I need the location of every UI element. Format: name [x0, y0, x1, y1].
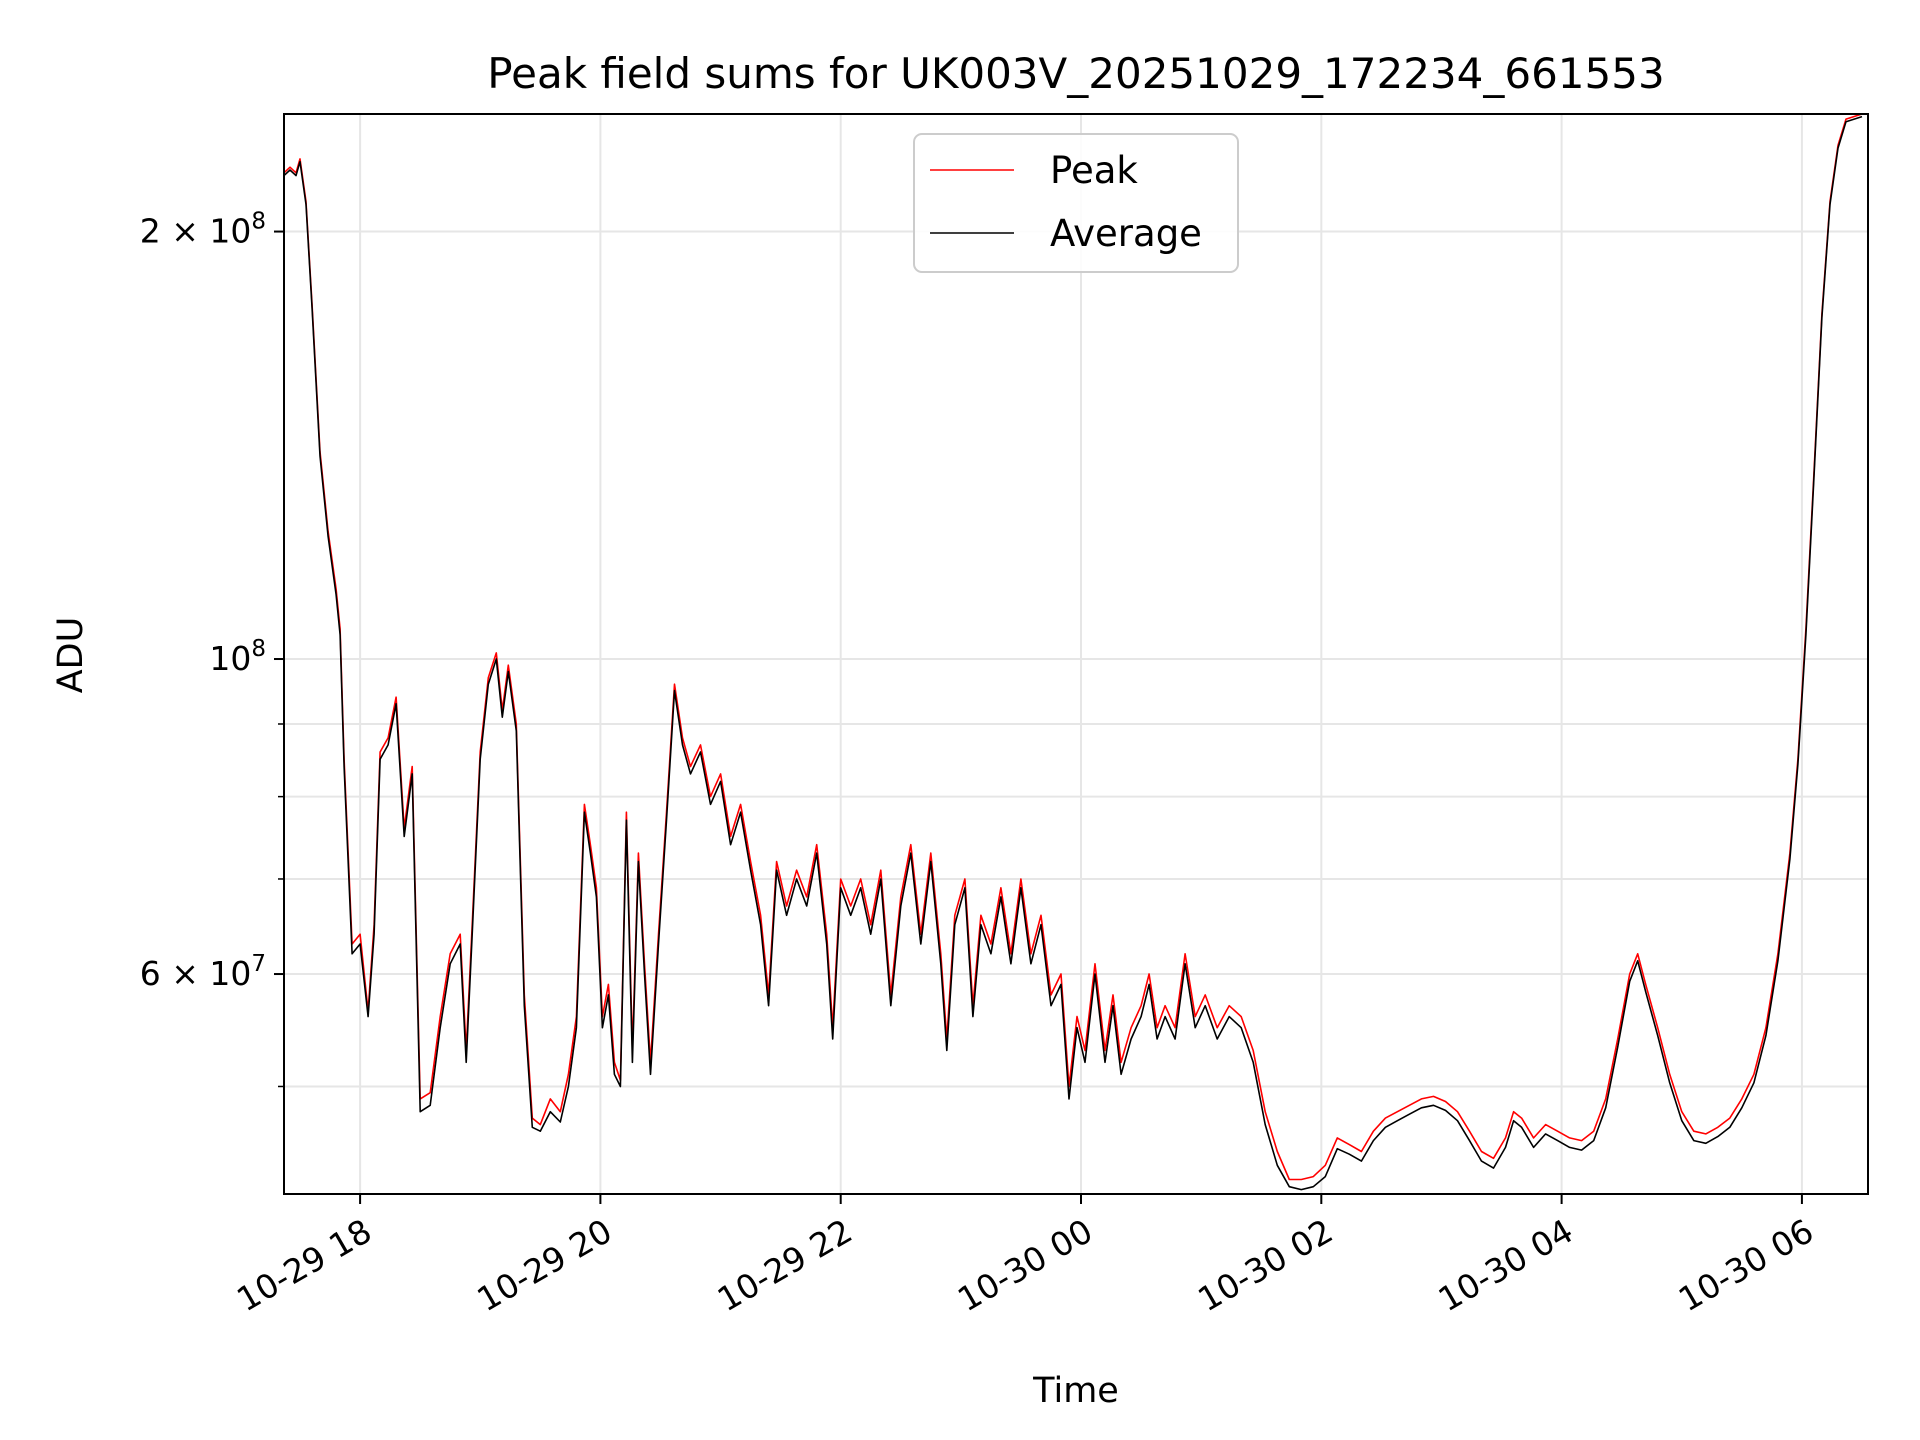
y-tick-label: 6 × 107	[140, 951, 266, 993]
plot-frame	[283, 113, 1869, 1195]
legend-box	[913, 133, 1239, 273]
y-tick-label: 108	[209, 636, 266, 678]
x-axis-label: Time	[1032, 1371, 1119, 1411]
legend-label-average: Average	[1050, 212, 1202, 255]
y-axis-label: ADU	[51, 617, 91, 694]
series-line-peak	[284, 114, 1863, 1181]
chart-title: Peak field sums for UK003V_20251029_1722…	[487, 49, 1664, 98]
legend: Peak Average	[913, 133, 1239, 273]
plot-series	[284, 114, 1863, 1191]
y-tick-label: 2 × 108	[140, 209, 266, 251]
legend-label-peak: Peak	[1050, 149, 1138, 192]
series-line-average	[284, 115, 1863, 1191]
